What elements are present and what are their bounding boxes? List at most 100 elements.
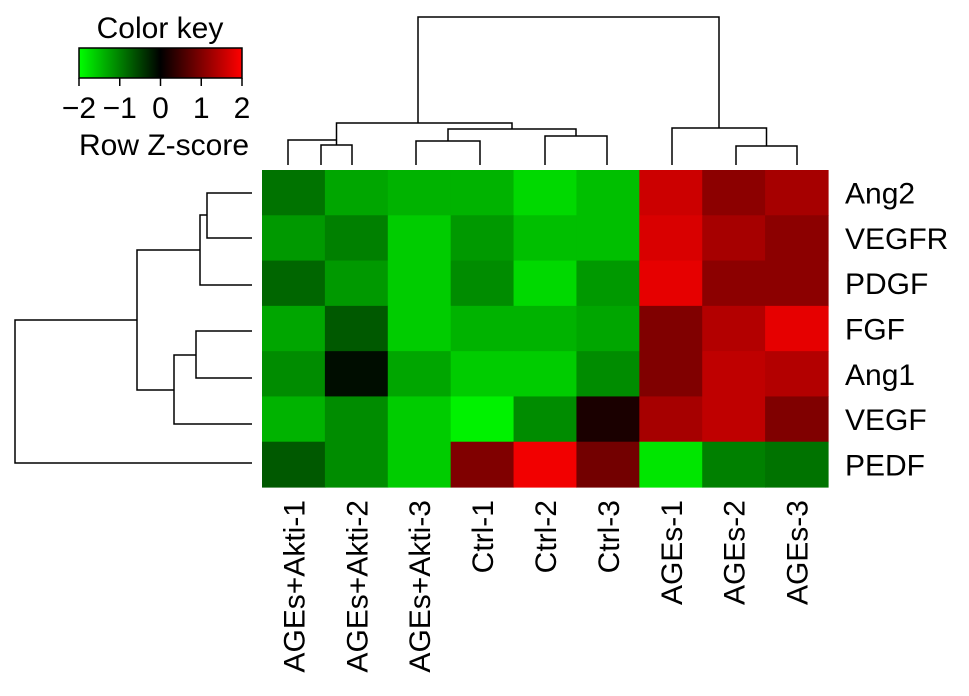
col-dendro-pair-akti: [320, 144, 353, 165]
column-label: AGEs-1: [656, 500, 689, 605]
heatmap-cell: [450, 305, 515, 352]
heatmap-cell: [765, 351, 829, 398]
column-label: AGEs-2: [719, 500, 752, 605]
row-label: VEGFR: [845, 223, 948, 256]
row-label: PEDF: [845, 449, 925, 482]
color-key-ticks: −2 −1 0 1 2: [62, 78, 250, 125]
heatmap-cell: [702, 260, 766, 307]
heatmap-cell: [513, 305, 578, 352]
heatmap-cell: [639, 305, 703, 352]
heatmap-cell: [576, 260, 640, 307]
heatmap-cell: [702, 215, 766, 262]
row-label: VEGF: [845, 404, 927, 437]
col-dendro-root: [417, 16, 720, 128]
row-label: PDGF: [845, 268, 928, 301]
heatmap-cell: [639, 441, 703, 488]
col-dendro-akti-ctrl: [287, 122, 513, 165]
heatmap-cell: [639, 351, 703, 398]
color-key-bar: [78, 47, 243, 79]
heatmap-cell: [450, 396, 515, 443]
row-dendro-fgf-ang1: [195, 330, 252, 379]
col-dendro-pair-ctrl1-3: [415, 140, 481, 165]
heatmap-cell: [450, 215, 515, 262]
heatmap-cell: [513, 170, 578, 216]
heatmap-cell: [450, 351, 515, 398]
heatmap-cell: [513, 351, 578, 398]
heatmap-cell: [387, 441, 452, 488]
heatmap-cell: [576, 305, 640, 352]
heatmap-cell: [387, 305, 452, 352]
heatmap-cell: [262, 396, 326, 443]
column-dendrogram: [287, 16, 798, 165]
heatmap-cell: [702, 170, 766, 216]
heatmap-cell: [702, 396, 766, 443]
heatmap-cell: [324, 260, 389, 307]
heatmap-cell: [262, 260, 326, 307]
heatmap-cell: [262, 215, 326, 262]
heatmap-cell: [576, 215, 640, 262]
heatmap-cell: [765, 441, 829, 488]
column-label: Ctrl-1: [467, 500, 500, 573]
heatmap-cell: [387, 260, 452, 307]
heatmap-cells: [262, 170, 829, 488]
heatmap-cell: [262, 170, 326, 216]
heatmap-cell: [639, 260, 703, 307]
row-label: Ang1: [845, 359, 915, 392]
heatmap-cell: [765, 305, 829, 352]
col-dendro-ctrl: [447, 128, 577, 141]
heatmap-cell: [639, 170, 703, 216]
color-key-label: Row Z-score: [79, 129, 249, 162]
heatmap-cell: [576, 170, 640, 216]
heatmap-cell: [324, 305, 389, 352]
heatmap-cell: [387, 215, 452, 262]
color-key-title: Color key: [97, 12, 224, 45]
row-labels: Ang2 VEGFR PDGF FGF Ang1 VEGF PEDF: [845, 178, 948, 483]
heatmap-cell: [450, 170, 515, 216]
row-dendro-pdgf: [199, 214, 252, 286]
column-label: Ctrl-2: [530, 500, 563, 573]
column-label: AGEs-3: [782, 500, 815, 605]
heatmap-cell: [324, 215, 389, 262]
row-dendro-ang2-vegfr: [206, 192, 252, 239]
row-dendro-root: [14, 319, 252, 464]
heatmap-cell: [513, 260, 578, 307]
heatmap-cell: [639, 215, 703, 262]
color-key-tick-label: −2: [62, 92, 96, 125]
heatmap-cell: [513, 396, 578, 443]
heatmap-cell: [387, 351, 452, 398]
heatmap-cell: [576, 441, 640, 488]
column-label: AGEs+Akti-2: [341, 500, 374, 673]
heatmap-cell: [765, 260, 829, 307]
heatmap-cell: [262, 351, 326, 398]
heatmap-cell: [387, 396, 452, 443]
heatmap-cell: [576, 351, 640, 398]
heatmap-cell: [702, 441, 766, 488]
heatmap-cell: [513, 215, 578, 262]
heatmap-cell: [324, 396, 389, 443]
heatmap-cell: [765, 170, 829, 216]
color-key-tick-label: 0: [152, 92, 169, 125]
row-label: Ang2: [845, 178, 915, 211]
heatmap-cell: [324, 351, 389, 398]
heatmap-cell: [576, 396, 640, 443]
heatmap-cell: [324, 441, 389, 488]
color-key-tick-label: 2: [234, 92, 251, 125]
heatmap-cell: [387, 170, 452, 216]
color-key-tick-label: −1: [103, 92, 137, 125]
row-dendro-vegf: [173, 354, 252, 425]
row-dendro-mid: [136, 249, 200, 391]
heatmap-cell: [450, 441, 515, 488]
heatmap-cell: [765, 396, 829, 443]
heatmap-cell: [324, 170, 389, 216]
row-label: FGF: [845, 314, 905, 347]
heatmap-cell: [639, 396, 703, 443]
heatmap-cell: [765, 215, 829, 262]
col-dendro-pair-ctrl2-3: [544, 135, 608, 165]
color-key-tick-label: 1: [193, 92, 210, 125]
heatmap-cell: [702, 351, 766, 398]
column-label: Ctrl-3: [593, 500, 626, 573]
heatmap-cell: [262, 305, 326, 352]
color-key: Color key −2 −1 0 1 2 Row Z-score: [62, 12, 250, 162]
column-label: AGEs+Akti-3: [404, 500, 437, 673]
